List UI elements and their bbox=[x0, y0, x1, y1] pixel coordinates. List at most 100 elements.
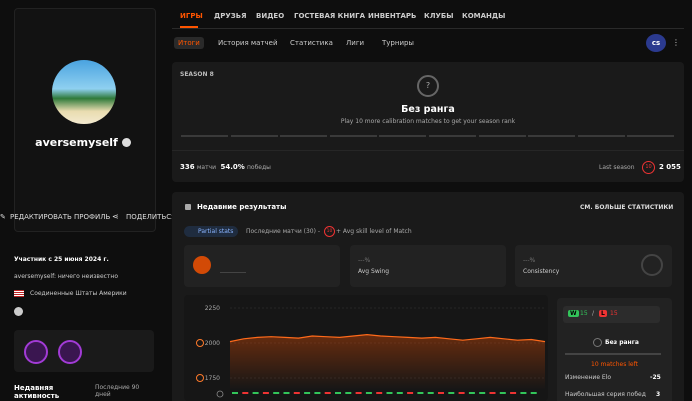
winrate-label: победы bbox=[247, 164, 271, 171]
game-icon[interactable]: cs bbox=[646, 34, 666, 52]
result-dash bbox=[232, 392, 238, 394]
season-rank: Без ранга bbox=[401, 104, 455, 115]
tab[interactable]: Итоги bbox=[174, 37, 204, 49]
result-dash bbox=[273, 392, 280, 394]
member-since: Участник с 25 июня 2024 г. bbox=[14, 256, 109, 263]
result-dash bbox=[242, 392, 249, 394]
matches: 336 bbox=[180, 163, 195, 171]
stat-card bbox=[350, 245, 506, 287]
nav-item[interactable]: ИНВЕНТАРЬ bbox=[368, 12, 417, 20]
result-dash bbox=[386, 392, 393, 394]
partial-stats[interactable]: Partial stats bbox=[184, 226, 239, 237]
more-stats-link[interactable]: СМ. БОЛЬШЕ СТАТИСТИКИ bbox=[580, 204, 674, 211]
summary-rank: Без ранга bbox=[605, 339, 639, 346]
result-dash bbox=[304, 392, 311, 394]
steam-icon bbox=[14, 307, 23, 316]
calibration-segment bbox=[627, 135, 675, 137]
placeholder-line bbox=[220, 272, 246, 273]
info-icon bbox=[216, 390, 224, 398]
result-dash bbox=[376, 392, 383, 394]
result-dash bbox=[396, 392, 403, 394]
tab[interactable]: Турниры bbox=[382, 39, 414, 47]
result-dash bbox=[448, 392, 455, 394]
stat-value: ---% bbox=[358, 257, 371, 264]
avg-skill: + Avg skill level of Match bbox=[336, 228, 412, 235]
nav-item[interactable]: КЛУБЫ bbox=[424, 12, 454, 20]
season-label: SEASON 8 bbox=[180, 71, 214, 78]
level-icon bbox=[196, 374, 204, 382]
calibration-segment bbox=[230, 135, 278, 137]
result-dash bbox=[468, 392, 475, 394]
matches-label: матчи bbox=[196, 164, 217, 171]
result-dash bbox=[427, 392, 434, 394]
elo-change-label: Изменение Elo bbox=[565, 374, 612, 381]
rank-icon: ? bbox=[417, 75, 439, 97]
streak: 3 bbox=[656, 391, 661, 398]
avatar bbox=[52, 60, 116, 124]
elo-line bbox=[229, 333, 546, 343]
stat-icon bbox=[193, 256, 211, 274]
result-dash bbox=[407, 392, 414, 394]
y-tick-label: 2250 bbox=[205, 305, 220, 312]
recent-icon bbox=[185, 204, 191, 210]
calibration-segment bbox=[429, 135, 476, 137]
winrate: 54.0% bbox=[220, 163, 245, 171]
nav-item[interactable]: КОМАНДЫ bbox=[462, 12, 506, 20]
last-season-label: Last season bbox=[599, 164, 635, 171]
nav-item[interactable]: ИГРЫ bbox=[180, 12, 203, 20]
wl-box bbox=[563, 306, 660, 323]
nav-underline bbox=[180, 26, 198, 28]
matches-left: 10 matches left bbox=[591, 361, 638, 368]
divider bbox=[172, 28, 684, 29]
match-stats: 336 матчи 54.0% победы bbox=[180, 163, 271, 171]
bio: aversemyself: ничего неизвестно bbox=[14, 273, 119, 280]
stat-value: ---% bbox=[523, 257, 536, 264]
divider bbox=[172, 150, 684, 151]
elo-area bbox=[230, 334, 545, 390]
result-dash bbox=[252, 392, 259, 394]
wins: 15 bbox=[580, 310, 588, 317]
edit-icon: ✎ bbox=[0, 213, 6, 221]
calibration-segment bbox=[379, 135, 427, 137]
skill-badge: 10 bbox=[324, 226, 335, 237]
result-dash bbox=[489, 392, 496, 394]
calibration-segment bbox=[528, 135, 576, 137]
season-note: Play 10 more calibration matches to get … bbox=[340, 118, 516, 125]
result-dash bbox=[345, 392, 352, 394]
result-dash bbox=[324, 392, 331, 394]
calibration-segment bbox=[280, 135, 328, 137]
wl-separator: / bbox=[592, 310, 595, 317]
activity-period: Последние 90 дней bbox=[95, 384, 140, 398]
result-dash bbox=[510, 392, 517, 394]
tab[interactable]: История матчей bbox=[218, 39, 278, 47]
result-dash bbox=[417, 392, 424, 394]
username: aversemyself bbox=[35, 136, 118, 149]
rank-icon bbox=[593, 338, 602, 347]
result-dash bbox=[520, 392, 527, 394]
tab[interactable]: Лиги bbox=[346, 39, 365, 47]
nav-item[interactable]: ВИДЕО bbox=[256, 12, 285, 20]
verified-icon bbox=[122, 138, 131, 147]
activity-title: Недавняя активность bbox=[14, 384, 60, 400]
more-icon[interactable]: ⋮ bbox=[672, 38, 680, 47]
elo-chart: 2250 2000 1750 bbox=[184, 295, 548, 401]
us-flag bbox=[14, 290, 24, 297]
streak-label: Наибольшая серия побед bbox=[565, 391, 646, 398]
calibration-segment bbox=[577, 135, 625, 137]
recent-title: Недавние результаты bbox=[197, 203, 287, 211]
nav-item[interactable]: ГОСТЕВАЯ КНИГА bbox=[294, 12, 366, 20]
tab[interactable]: Статистика bbox=[290, 39, 333, 47]
share-icon: ⋖ bbox=[112, 212, 119, 221]
share-button[interactable]: ПОДЕЛИТЬСЯ bbox=[126, 213, 176, 221]
result-dash bbox=[479, 392, 486, 394]
edit-profile-button[interactable]: РЕДАКТИРОВАТЬ ПРОФИЛЬ bbox=[10, 213, 111, 221]
result-dash bbox=[335, 392, 341, 394]
y-tick-label: 2000 bbox=[205, 340, 220, 347]
badge bbox=[24, 340, 48, 364]
result-dash bbox=[355, 392, 362, 394]
loss-badge: L bbox=[599, 310, 607, 317]
last-season-elo: 2 055 bbox=[659, 163, 681, 171]
y-tick-label: 1750 bbox=[205, 375, 220, 382]
nav-item[interactable]: ДРУЗЬЯ bbox=[214, 12, 247, 20]
